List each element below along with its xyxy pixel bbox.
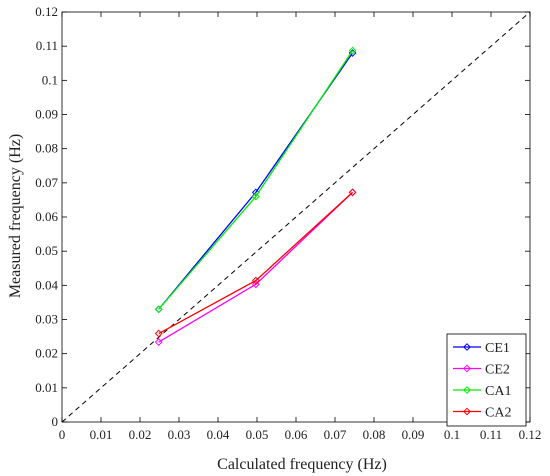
data-point-ca2 xyxy=(154,329,163,338)
x-tick-label: 0.07 xyxy=(324,427,347,442)
legend-label-ca1: CA1 xyxy=(485,384,511,399)
y-tick-label: 0.06 xyxy=(35,209,58,224)
x-tick-label: 0.1 xyxy=(444,427,460,442)
x-tick-label: 0.01 xyxy=(90,427,113,442)
legend-label-ce2: CE2 xyxy=(485,363,510,378)
y-tick-label: 0.04 xyxy=(35,277,58,292)
x-tick-label: 0 xyxy=(59,427,66,442)
legend-label-ce1: CE1 xyxy=(485,341,510,356)
x-tick-label: 0.12 xyxy=(519,427,542,442)
legend xyxy=(446,333,527,427)
legend-marker-ce2 xyxy=(463,364,471,373)
y-tick-label: 0.01 xyxy=(35,380,58,395)
y-tick-label: 0.09 xyxy=(35,107,58,122)
data-point-ca1 xyxy=(348,46,357,55)
y-tick-label: 0.05 xyxy=(35,243,58,258)
y-tick-label: 0.07 xyxy=(35,175,58,190)
series-line-ca1 xyxy=(158,50,354,310)
x-tick-label: 0.05 xyxy=(246,427,269,442)
x-tick-label: 0.02 xyxy=(129,427,152,442)
x-tick-label: 0.08 xyxy=(363,427,386,442)
y-axis-title: Measured frequency (Hz) xyxy=(7,134,24,298)
data-point-ca2 xyxy=(348,188,357,197)
y-tick-label: 0.12 xyxy=(35,4,58,19)
legend-marker-ca1 xyxy=(463,386,471,394)
legend-label-ca2: CA2 xyxy=(485,406,511,421)
x-tick-label: 0.11 xyxy=(480,427,502,442)
data-point-ca2 xyxy=(251,276,260,285)
x-tick-label: 0.03 xyxy=(168,427,191,442)
y-tick-label: 0 xyxy=(52,414,59,429)
y-tick-label: 0.08 xyxy=(35,141,58,156)
y-tick-label: 0.02 xyxy=(35,346,58,361)
x-tick-label: 0.06 xyxy=(285,427,308,442)
series-line-ce1 xyxy=(158,52,354,310)
data-point-ca1 xyxy=(154,305,163,314)
x-tick-label: 0.04 xyxy=(207,427,230,442)
y-tick-label: 0.03 xyxy=(35,312,58,327)
y-tick-label: 0.11 xyxy=(36,38,58,53)
data-point-ca1 xyxy=(251,192,260,201)
y-tick-label: 0.1 xyxy=(42,72,58,87)
legend-marker-ca2 xyxy=(463,407,471,416)
x-tick-label: 0.09 xyxy=(402,427,425,442)
x-axis-title: Calculated frequency (Hz) xyxy=(217,456,387,473)
data-point-ce2 xyxy=(154,338,163,346)
data-point-ce2 xyxy=(251,280,260,289)
reference-line xyxy=(61,11,531,423)
series-line-ca2 xyxy=(158,191,353,335)
legend-marker-ce1 xyxy=(463,343,471,351)
series-line-ce2 xyxy=(158,191,353,343)
